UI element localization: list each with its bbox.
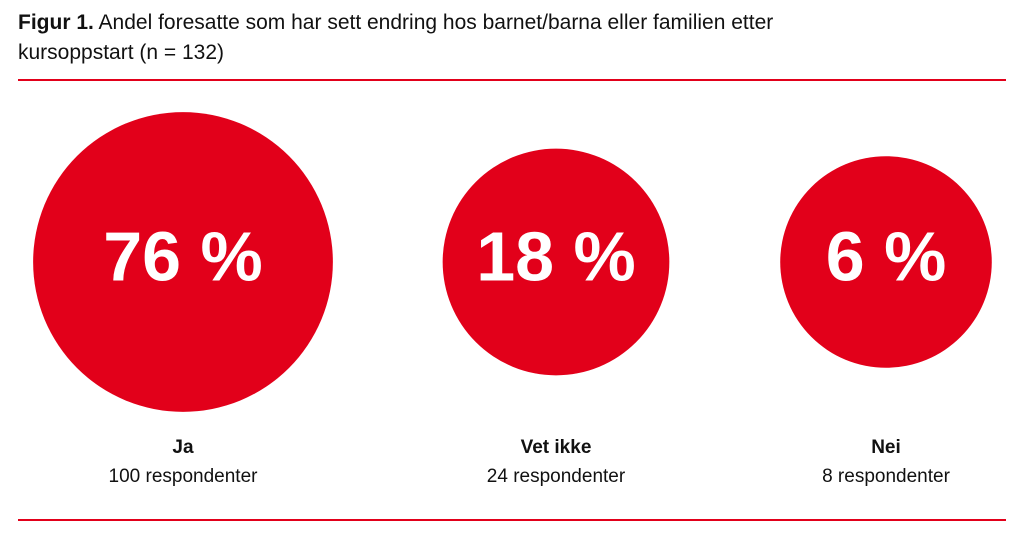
bubble	[780, 156, 992, 368]
respondents-label: 8 respondenter	[822, 466, 950, 487]
value-label: 18 %	[476, 217, 636, 295]
title-text: Andel foresatte som har sett endring hos…	[18, 11, 774, 64]
title-label: Figur 1.	[18, 11, 94, 34]
value-label: 6 %	[826, 217, 947, 295]
chart-title: Figur 1. Andel foresatte som har sett en…	[18, 8, 858, 68]
respondents-label: 100 respondenter	[109, 466, 259, 487]
respondents-label: 24 respondenter	[487, 466, 626, 487]
category-label: Ja	[172, 437, 194, 458]
bubble	[442, 148, 670, 376]
value-label: 76 %	[103, 217, 263, 295]
category-label: Nei	[871, 437, 901, 458]
bubble	[33, 112, 333, 412]
category-label: Vet ikke	[521, 437, 592, 458]
